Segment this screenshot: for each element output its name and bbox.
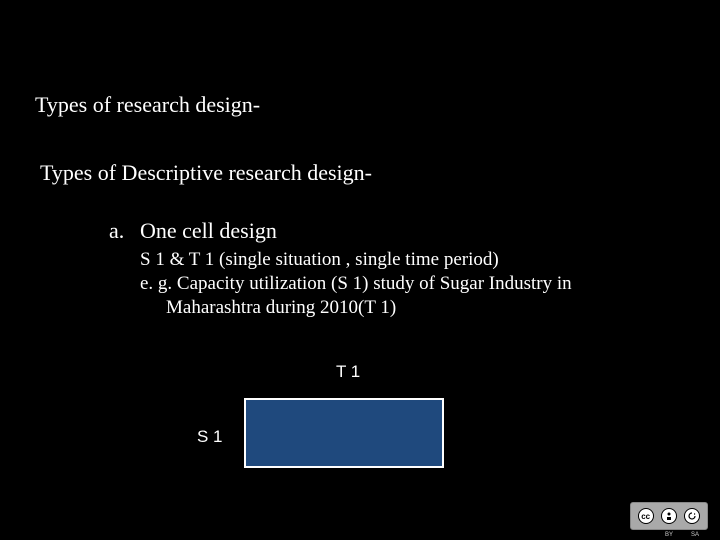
by-icon bbox=[661, 508, 677, 524]
cc-license-badge: cc bbox=[630, 502, 708, 530]
description-line-1: S 1 & T 1 (single situation , single tim… bbox=[140, 249, 499, 271]
list-title: One cell design bbox=[140, 218, 277, 244]
cc-blank bbox=[633, 532, 653, 538]
list-marker: a. bbox=[109, 218, 124, 244]
sub-heading: Types of Descriptive research design- bbox=[40, 160, 372, 186]
cc-license-labels: BY SA bbox=[630, 532, 708, 538]
sa-label: SA bbox=[685, 532, 705, 538]
sa-icon bbox=[684, 508, 700, 524]
diagram-row-label: S 1 bbox=[197, 427, 223, 447]
main-heading: Types of research design- bbox=[35, 92, 260, 118]
cc-icon: cc bbox=[638, 508, 654, 524]
description-line-2: e. g. Capacity utilization (S 1) study o… bbox=[140, 272, 680, 320]
description-line-2a: e. g. Capacity utilization (S 1) study o… bbox=[140, 273, 572, 294]
diagram-cell bbox=[244, 398, 444, 468]
description-line-2b: Maharashtra during 2010(T 1) bbox=[140, 296, 680, 320]
diagram-column-label: T 1 bbox=[336, 362, 360, 382]
by-label: BY bbox=[659, 532, 679, 538]
